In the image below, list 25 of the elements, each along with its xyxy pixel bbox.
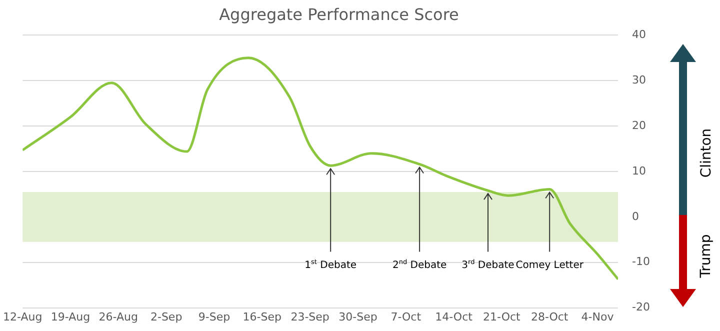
x-tick-label: 12-Aug [2,310,42,324]
y-tick-label: 30 [632,73,646,86]
chart-title: Aggregate Performance Score [219,4,459,24]
x-tick-label: 19-Aug [50,310,90,324]
text: Clinton [698,128,714,178]
y-tick-label: 10 [632,164,646,178]
y-tick-label: -10 [632,255,650,268]
annotation: Comey Letter [516,260,584,271]
y-tick-label: -20 [632,300,650,314]
text: Trump [698,234,714,278]
x-tick-label: 14-Oct [435,310,474,324]
x-tick-label: 2-Sep [150,310,182,324]
x-tick-label: 7-Oct [390,310,422,324]
y-tick-label: 0 [632,210,640,223]
y-tick-label: 20 [632,118,646,132]
y-tick-label: 40 [632,28,646,42]
x-tick-label: 16-Sep [242,310,282,324]
x-tick-label: 9-Sep [198,310,230,324]
x-tick-label: 30-Sep [338,310,378,324]
x-tick-label: 4-Nov [581,310,614,324]
line-series [22,56,618,280]
x-tick-label: 21-Oct [483,310,522,324]
x-tick-label: 23-Sep [290,310,330,324]
x-tick-label: 26-Aug [98,310,138,324]
x-tick-label: 28-Oct [530,310,569,324]
